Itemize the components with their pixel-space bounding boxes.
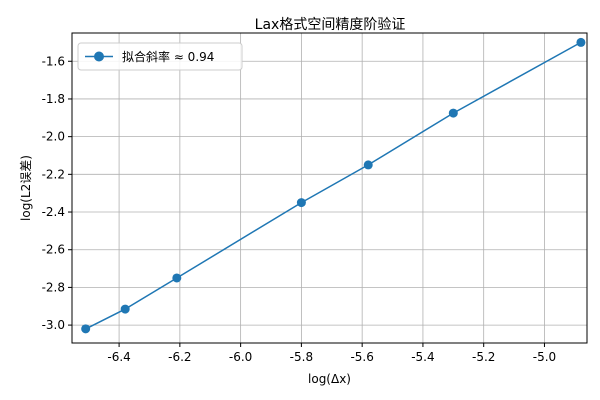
y-axis-label: log(L2误差): [19, 155, 33, 221]
x-tick-label: -5.2: [472, 350, 495, 364]
y-tick-label: -2.2: [42, 167, 65, 181]
y-tick-label: -1.8: [42, 92, 65, 106]
y-tick-label: -2.4: [42, 205, 65, 219]
x-axis-ticks: -6.4 -6.2 -6.0 -5.8 -5.6 -5.4 -5.2 -5.0: [107, 343, 556, 364]
plot-area-frame: [71, 32, 588, 344]
data-point: [120, 304, 130, 314]
legend-entry-label: 拟合斜率 ≈ 0.94: [122, 49, 214, 64]
x-tick-label: -6.2: [168, 350, 191, 364]
y-axis-ticks: -3.0 -2.8 -2.6 -2.4 -2.2 -2.0 -1.8 -1.6: [42, 54, 72, 332]
y-tick-label: -2.8: [42, 280, 65, 294]
legend: 拟合斜率 ≈ 0.94: [77, 42, 243, 71]
y-tick-label: -3.0: [42, 318, 65, 332]
chart-title: Lax格式空间精度阶验证: [255, 17, 406, 33]
x-tick-label: -6.4: [107, 350, 130, 364]
x-tick-label: -5.8: [290, 350, 313, 364]
legend-marker-swatch: [94, 51, 104, 62]
series-group: [81, 37, 586, 334]
data-point: [172, 273, 182, 283]
x-tick-label: -6.0: [229, 350, 252, 364]
x-tick-label: -5.4: [411, 350, 434, 364]
x-tick-label: -5.0: [533, 350, 556, 364]
y-tick-label: -1.6: [42, 54, 65, 68]
legend-box: [77, 42, 243, 71]
data-point: [363, 160, 373, 170]
data-point: [448, 108, 458, 118]
y-tick-label: -2.6: [42, 243, 65, 257]
data-point: [576, 37, 586, 47]
y-tick-label: -2.0: [42, 130, 65, 144]
data-point: [81, 324, 91, 334]
data-point: [296, 198, 306, 208]
x-tick-label: -5.6: [350, 350, 373, 364]
grid-lines: [72, 33, 587, 343]
x-axis-label: log(Δx): [308, 372, 351, 386]
